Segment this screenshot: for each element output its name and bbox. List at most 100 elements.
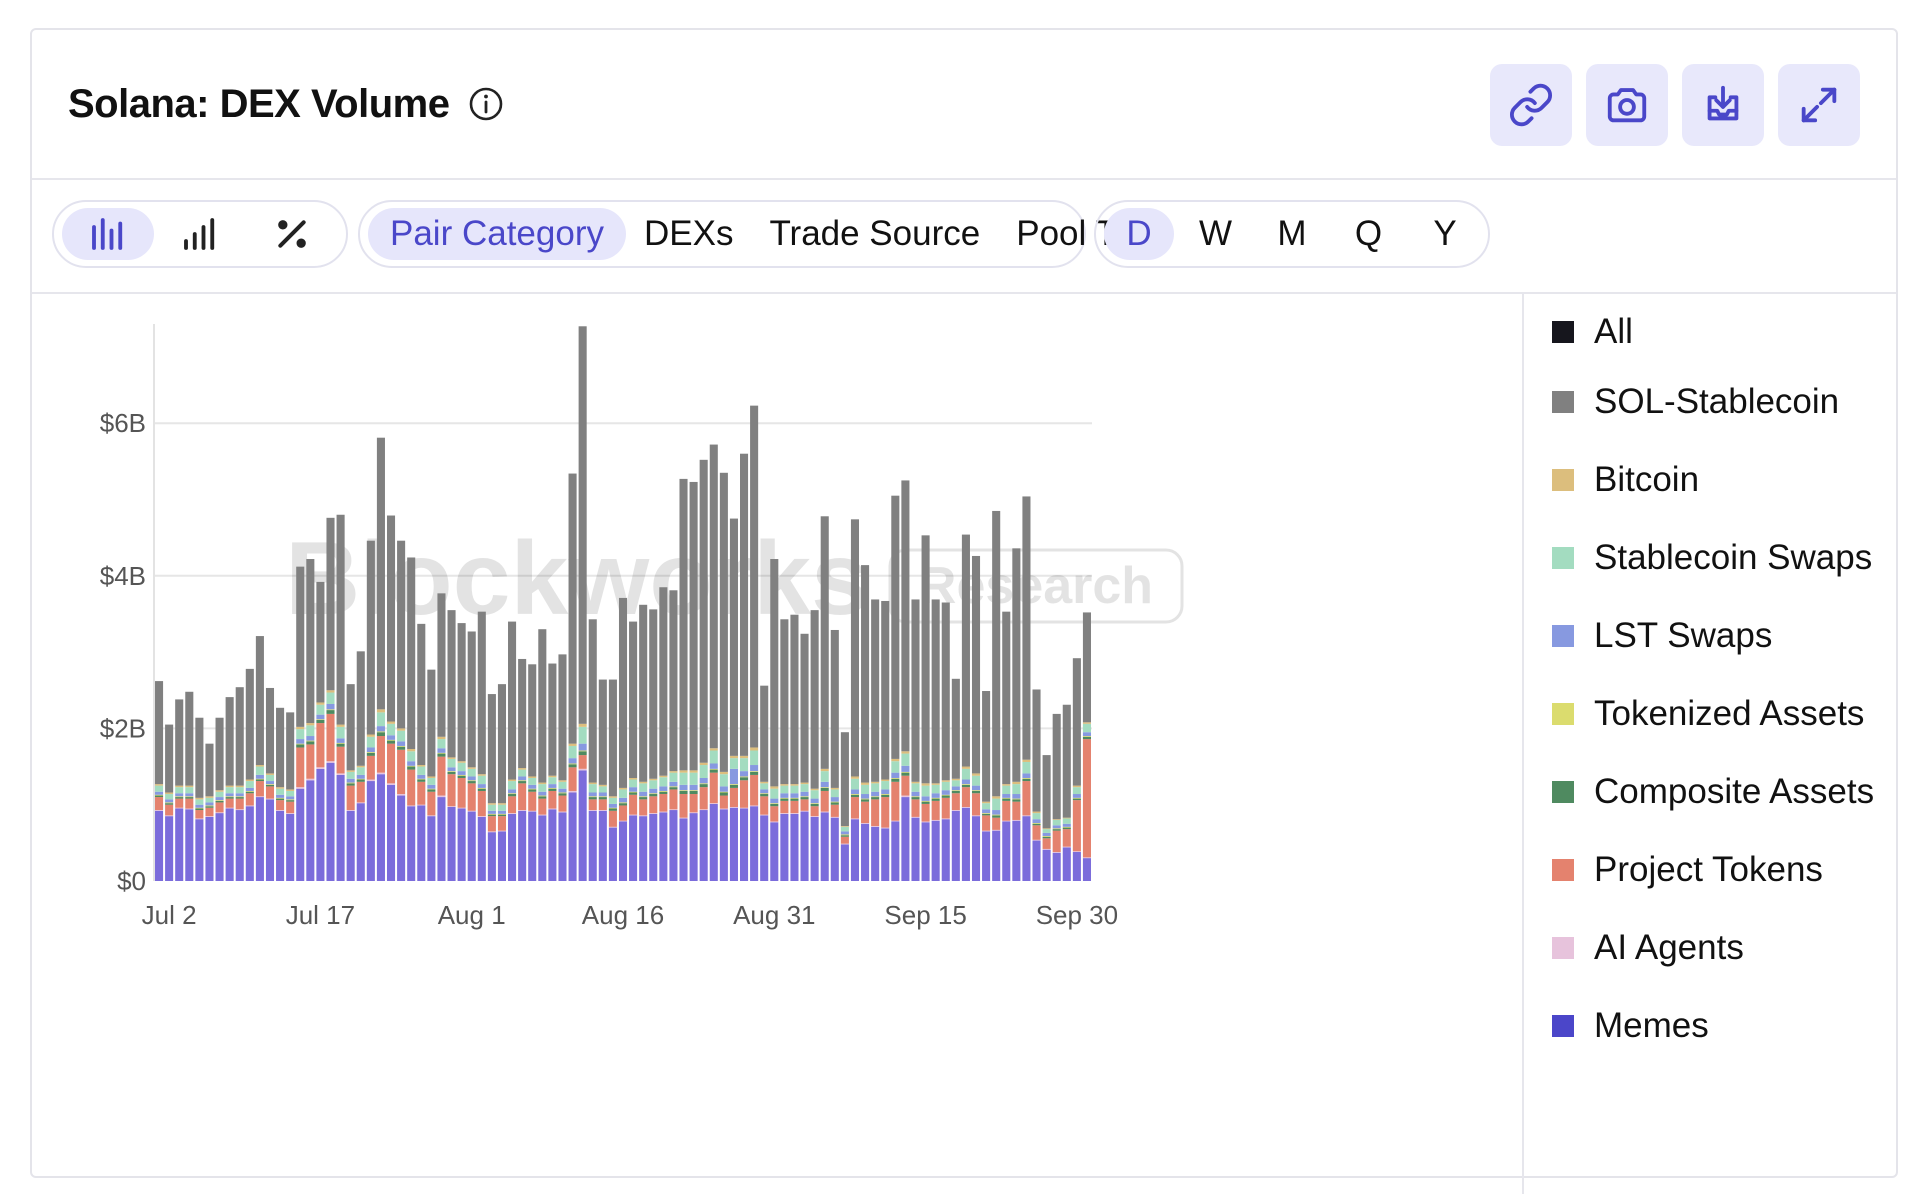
bar-segment [165,794,174,800]
bar-chart-button[interactable] [154,208,246,260]
legend-label: Bitcoin [1594,460,1700,499]
bar-segment [921,783,930,786]
bar-segment [1052,852,1061,881]
bar-segment [477,787,486,789]
bar-segment [205,816,214,817]
bar-segment [397,794,406,796]
interval-y[interactable]: Y [1433,214,1457,253]
screenshot-button[interactable] [1586,64,1668,146]
legend-item-tokenized-assets[interactable]: Tokenized Assets [1552,694,1864,734]
bar-segment [820,787,829,791]
info-icon[interactable] [468,86,504,122]
bar-segment [1062,847,1071,881]
bar-segment [689,784,698,791]
bar-segment [901,765,910,772]
bar-segment [820,781,829,788]
interval-w[interactable]: W [1198,214,1233,253]
legend-item-ai-agents[interactable]: AI Agents [1552,928,1744,968]
legend-item-stablecoin-swaps[interactable]: Stablecoin Swaps [1552,538,1872,578]
bar-segment [649,780,658,789]
bar-segment [770,803,779,807]
bar-segment [487,831,496,833]
bar-segment [437,795,446,798]
bar-segment [931,793,940,798]
bar-segment [316,702,325,705]
bar-segment [840,843,849,845]
bar-segment [417,805,426,881]
bar-segment [165,792,174,795]
percent-button[interactable] [246,208,338,260]
bar-segment [568,745,577,759]
bar-segment [386,739,396,741]
bar-segment [598,679,607,785]
bar-segment [386,515,396,722]
bar-segment [719,472,728,772]
legend-item-all[interactable]: All [1552,312,1633,352]
bar-segment [407,761,416,766]
bar-segment [185,808,194,810]
bar-segment [608,796,617,798]
bar-segment [508,781,517,790]
bar-segment [1032,823,1041,824]
bar-segment [810,816,819,817]
bar-segment [588,784,597,793]
legend-item-project-tokens[interactable]: Project Tokens [1552,850,1823,890]
bar-segment [457,623,466,762]
bar-segment [659,786,668,791]
download-button[interactable] [1682,64,1764,146]
bar-segment [1042,848,1051,850]
interval-m[interactable]: M [1277,214,1307,253]
tab-dexs[interactable]: DEXs [643,214,734,253]
bar-segment [518,776,527,781]
interval-q[interactable]: Q [1354,214,1383,253]
bar-segment [185,691,194,786]
tab-pair-category[interactable]: Pair Category [368,208,626,260]
bar-segment [800,791,809,797]
bar-segment [891,778,900,782]
legend-item-memes[interactable]: Memes [1552,1006,1709,1046]
bar-segment [548,790,557,809]
bar-segment [588,810,597,811]
bar-segment [740,758,749,772]
bar-segment [901,772,910,776]
bar-segment [931,599,940,784]
bar-segment [669,772,678,782]
bar-segment [1052,829,1061,831]
bar-segment [871,796,880,798]
bar-segment [316,714,325,720]
bar-segment [497,804,506,811]
bar-segment [316,704,325,715]
bar-segment [477,775,486,785]
bar-segment [961,534,970,767]
fullscreen-button[interactable] [1778,64,1860,146]
tab-trade-source[interactable]: Trade Source [769,214,981,253]
interval-d[interactable]: D [1104,208,1174,260]
bar-segment [548,787,557,789]
copy-link-button[interactable] [1490,64,1572,146]
bar-segment [568,743,577,746]
legend-item-sol-stablecoin[interactable]: SOL-Stablecoin [1552,382,1839,422]
bar-segment [780,619,789,785]
bar-segment [800,633,809,783]
bar-segment [386,735,396,740]
legend-item-bitcoin[interactable]: Bitcoin [1552,460,1699,500]
legend-item-composite-assets[interactable]: Composite Assets [1552,772,1874,812]
bar-segment [740,777,749,781]
bar-segment [729,768,738,785]
legend-item-lst-swaps[interactable]: LST Swaps [1552,616,1772,656]
bar-segment [830,817,839,881]
bar-segment [205,806,214,808]
stacked-bar-button[interactable] [62,208,154,260]
bar-segment [518,783,527,811]
bar-segment [1012,794,1021,799]
bar-segment [810,803,819,804]
watermark-tag: Research [919,557,1153,615]
bar-segment [971,816,981,881]
bar-segment [195,717,204,798]
watermark-badge [888,548,1184,624]
bar-segment [276,798,285,801]
bar-segment [276,810,285,881]
bar-segment [427,789,436,792]
bar-segment [931,819,940,821]
